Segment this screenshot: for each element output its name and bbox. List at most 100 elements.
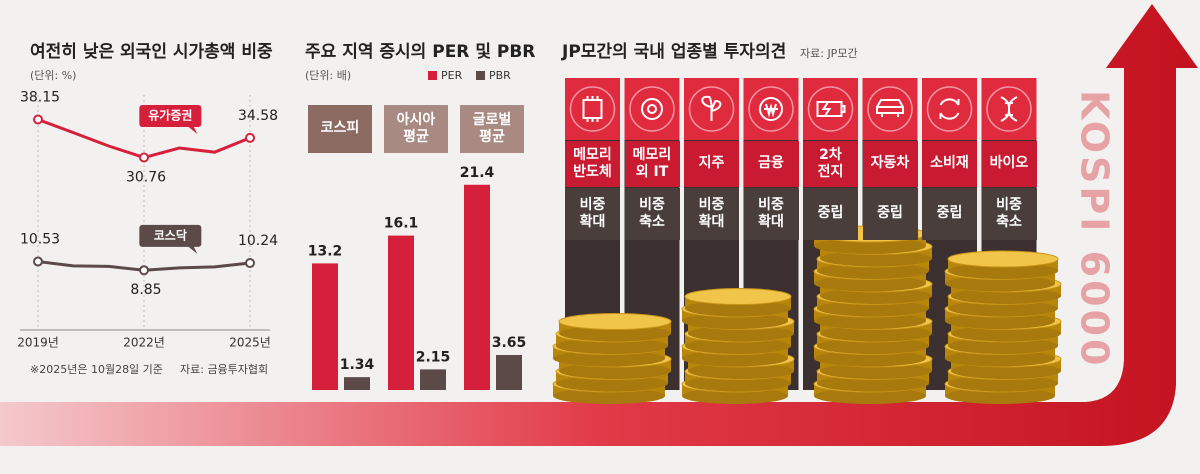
- category-label: 글로벌 평균: [460, 105, 524, 153]
- icon-ring: [807, 86, 854, 132]
- coin: [814, 238, 926, 254]
- icon-ring: [688, 86, 735, 132]
- point: [33, 114, 43, 125]
- icon: [1000, 96, 1018, 122]
- coin: [820, 250, 932, 267]
- legend-box: [139, 224, 202, 247]
- bar: [312, 263, 338, 390]
- coin: [814, 275, 926, 292]
- icon-box: [922, 78, 977, 140]
- bar: [420, 369, 446, 390]
- coin: [559, 363, 671, 379]
- x-tick-label: 2019년: [17, 336, 59, 350]
- icon: [701, 95, 722, 121]
- legend-swatch: [476, 71, 485, 80]
- icon: [816, 101, 846, 117]
- x-tick-label: 2025년: [229, 336, 271, 350]
- note: ※2025년은 10월28일 기준: [30, 362, 163, 376]
- sector-name: 바이오: [981, 141, 1037, 187]
- legend-swatch: [428, 71, 437, 80]
- point: [245, 258, 255, 269]
- sector-opinion: 비중 확대: [565, 188, 620, 240]
- coin: [817, 338, 929, 354]
- line-title: 여전히 낮은 외국인 시가총액 비중: [30, 42, 273, 62]
- icon-box: [862, 78, 918, 140]
- coin: [820, 363, 932, 379]
- data-label: 10.24: [238, 233, 278, 249]
- icon-ring: [629, 86, 675, 132]
- legend-box: [139, 105, 202, 128]
- coin: [553, 350, 665, 367]
- x-tick-label: 2022년: [123, 336, 165, 350]
- coin: [947, 250, 1059, 268]
- coin: [553, 388, 665, 404]
- coin: [682, 388, 788, 404]
- point: [139, 152, 149, 163]
- legend-label: PER: [441, 69, 463, 82]
- opinion-title: JP모간의 국내 업종별 투자의견: [561, 42, 786, 62]
- line-unit: (단위: %): [30, 69, 76, 82]
- sector-name: 금융: [743, 141, 799, 187]
- coin: [814, 350, 926, 367]
- icon: [876, 99, 904, 117]
- data-label: 30.76: [126, 170, 166, 186]
- coin: [558, 313, 672, 330]
- icon-ring: [926, 86, 973, 132]
- data-label: 13.2: [308, 243, 343, 259]
- icon: [939, 98, 960, 120]
- icon: [582, 96, 603, 122]
- bar: [496, 354, 522, 390]
- coin: [682, 313, 788, 329]
- coin: [559, 325, 671, 342]
- sector-opinion: 비중 축소: [981, 188, 1037, 240]
- data-label: 8.85: [130, 282, 161, 298]
- coin: [682, 350, 788, 367]
- icon-ring: [569, 86, 616, 132]
- sector-name: 소비재: [922, 141, 977, 187]
- coin: [556, 338, 668, 354]
- icon-ring: [748, 86, 794, 132]
- point: [139, 265, 149, 276]
- sector-opinion: 비중 확대: [743, 188, 799, 240]
- coin: [948, 263, 1058, 279]
- sector-opinion: 중립: [803, 188, 858, 240]
- sector-name: 지주: [684, 141, 739, 187]
- bar-unit: (단위: 배): [305, 69, 351, 82]
- sector-name: 2차 전지: [803, 141, 858, 187]
- legend-pointer: [187, 126, 198, 135]
- coin: [951, 363, 1061, 379]
- coin: [951, 325, 1061, 342]
- bar: [388, 235, 414, 390]
- sector-opinion: 비중 축소: [624, 188, 680, 240]
- data-label: 2.15: [416, 349, 451, 365]
- coin: [820, 288, 932, 304]
- coin: [951, 288, 1061, 304]
- sector-name: 메모리 외 IT: [624, 141, 680, 187]
- coin: [556, 375, 668, 392]
- coin: [817, 375, 929, 392]
- point: [245, 132, 255, 143]
- coin: [684, 288, 792, 305]
- sector-name: 자동차: [862, 141, 918, 187]
- coin: [814, 388, 926, 404]
- coin: [945, 350, 1055, 367]
- legend-pointer: [187, 245, 198, 254]
- source: 자료: 금융투자협회: [180, 363, 268, 376]
- coin: [945, 275, 1055, 292]
- sector-opinion: 중립: [922, 188, 977, 240]
- coin: [945, 313, 1055, 329]
- sector-opinion: 중립: [862, 188, 918, 240]
- data-label: 16.1: [384, 216, 419, 232]
- data-label: 21.4: [460, 165, 495, 181]
- sector-name: 메모리 반도체: [565, 141, 620, 187]
- coin: [685, 300, 791, 317]
- point: [33, 256, 43, 267]
- coin: [817, 263, 929, 279]
- sector-opinion: 비중 확대: [684, 188, 739, 240]
- icon-ring: [867, 86, 913, 132]
- icon-ring: [986, 86, 1032, 132]
- coin: [820, 325, 932, 342]
- data-label: 10.53: [20, 232, 60, 248]
- data-label: 38.15: [20, 90, 60, 106]
